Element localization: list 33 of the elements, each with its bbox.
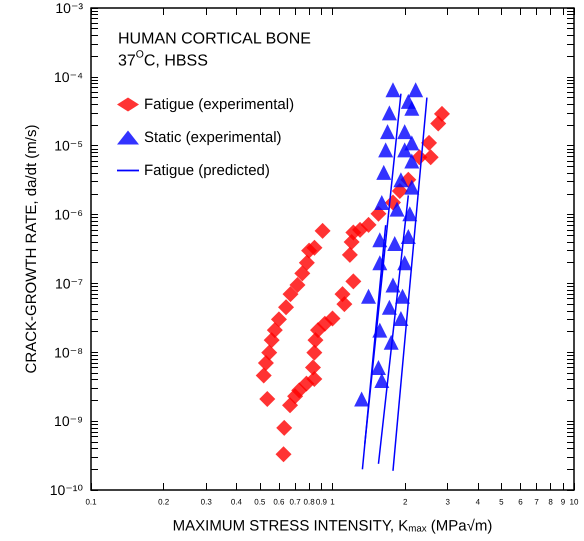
- x-tick-label: 7: [534, 498, 540, 506]
- legend-label: Static (experimental): [144, 129, 282, 146]
- x-tick-label: 0.1: [85, 498, 98, 506]
- x-tick-label: 1: [330, 498, 336, 506]
- y-tick-label: 10⁻³: [55, 0, 84, 16]
- x-tick-label: 0.2: [158, 498, 170, 506]
- text: HUMAN CORTICAL BONE: [118, 30, 311, 48]
- x-tick-label: 2: [402, 498, 408, 506]
- x-tick-label: 0.8: [304, 498, 316, 506]
- x-tick-label: 8: [548, 498, 554, 506]
- x-tick-label: 9: [560, 498, 566, 506]
- y-tick-label: 10⁻¹⁰: [50, 482, 84, 498]
- x-tick-label: 0.5: [254, 498, 266, 506]
- x-tick-label: 0.9: [316, 498, 328, 506]
- x-tick-label: 0.7: [290, 498, 302, 506]
- x-tick-label: 0.3: [200, 498, 212, 506]
- legend-label: Fatigue (predicted): [144, 162, 270, 179]
- legend-label: Fatigue (experimental): [144, 96, 294, 113]
- x-tick-label: 10: [570, 498, 579, 506]
- x-axis-title: MAXIMUM STRESS INTENSITY, Kmax (MPa√m): [172, 518, 492, 534]
- y-tick-label: 10⁻⁴: [54, 68, 83, 85]
- y-tick-label: 10⁻⁸: [54, 344, 84, 360]
- x-tick-label: 5: [499, 498, 504, 506]
- y-tick-label: 10⁻⁷: [54, 275, 83, 292]
- x-tick-label: 6: [518, 498, 524, 506]
- x-tick-label: 0.4: [230, 498, 243, 506]
- y-axis-title: CRACK-GROWTH RATE, da/dt (m/s): [22, 124, 40, 374]
- x-tick-label: 0.6: [273, 498, 286, 506]
- x-tick-label: 4: [476, 498, 481, 506]
- y-tick-label: 10⁻⁶: [54, 206, 83, 223]
- x-tick-label: 3: [446, 498, 450, 506]
- y-tick-label: 10⁻⁵: [54, 138, 83, 154]
- y-tick-label: 10⁻⁹: [54, 413, 83, 430]
